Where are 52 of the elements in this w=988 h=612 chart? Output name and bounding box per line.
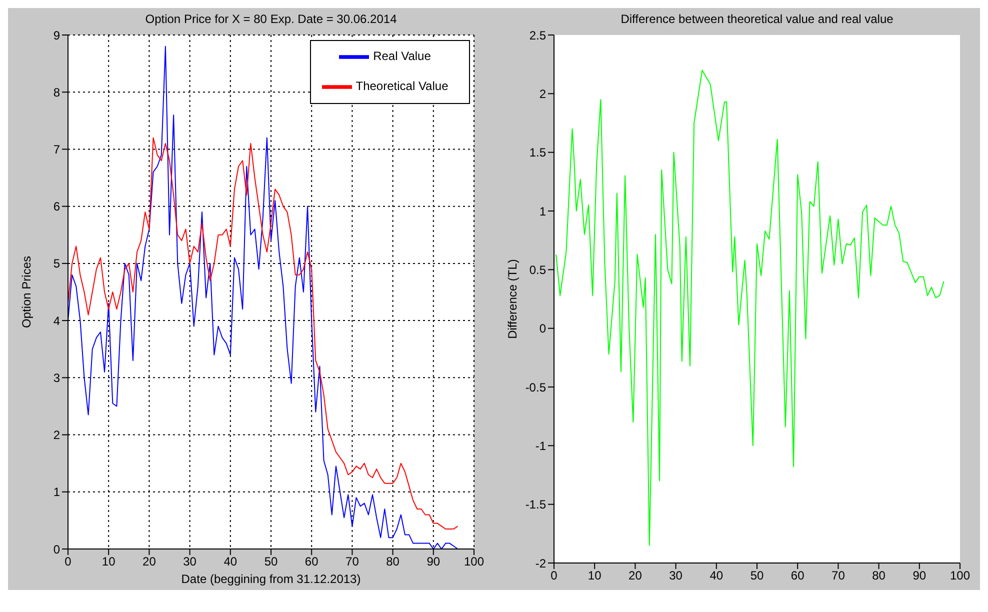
y-tick-label: 0 [53, 542, 60, 556]
x-tick-label: 100 [464, 554, 484, 569]
y-tick-label: -0.5 [525, 380, 546, 394]
y-axis-title: Difference (TL) [505, 259, 520, 339]
x-tick-label: 10 [102, 554, 116, 569]
line-series [68, 137, 458, 530]
x-tick-label: 30 [669, 568, 683, 583]
legend-label: Theoretical Value [356, 79, 448, 94]
x-tick-label: 90 [426, 554, 440, 569]
chart-title: Difference between theoretical value and real value [620, 12, 894, 28]
x-tick-label: 0 [64, 554, 72, 569]
y-tick-label: -1.5 [525, 498, 546, 512]
y-tick-label: -2 [535, 556, 546, 570]
y-tick-label: 0.5 [529, 262, 546, 277]
line-series [68, 46, 458, 549]
y-tick-label: -1 [535, 438, 546, 453]
x-axis-title: Date (beggining from 31.12.2013) [181, 572, 361, 586]
x-tick-label: 20 [142, 554, 156, 569]
y-tick-label: 1 [53, 485, 60, 500]
y-tick-label: 4 [53, 314, 60, 328]
y-axis-title: Option Prices [19, 256, 34, 328]
x-tick-label: 70 [832, 568, 846, 583]
x-tick-label: 50 [264, 554, 278, 569]
x-tick-label: 40 [224, 554, 238, 569]
y-tick-label: 8 [53, 85, 60, 100]
x-tick-label: 30 [183, 554, 197, 569]
x-tick-label: 90 [912, 568, 926, 583]
y-tick-label: 9 [53, 28, 60, 42]
x-tick-label: 0 [550, 568, 558, 583]
y-tick-label: 2.5 [529, 28, 546, 42]
y-tick-label: 1 [539, 204, 546, 218]
y-tick-label: 2 [539, 86, 546, 101]
x-tick-label: 50 [750, 568, 764, 583]
y-tick-label: 6 [53, 200, 60, 214]
x-tick-label: 80 [386, 554, 400, 569]
y-tick-label: 5 [53, 256, 60, 271]
x-tick-label: 100 [950, 568, 970, 583]
y-tick-label: 7 [53, 142, 60, 156]
y-tick-label: 0 [539, 322, 546, 336]
chart-title: Option Price for X = 80 Exp. Date = 30.06.2014 [144, 12, 398, 28]
x-tick-label: 60 [304, 554, 319, 569]
y-tick-label: 1.5 [529, 146, 546, 160]
x-tick-label: 10 [588, 568, 602, 583]
line-series [556, 70, 944, 546]
y-tick-label: 2 [53, 428, 60, 442]
x-tick-label: 40 [710, 568, 724, 583]
y-tick-label: 3 [53, 370, 60, 385]
x-tick-label: 20 [628, 568, 642, 583]
x-tick-label: 70 [346, 554, 360, 569]
x-tick-label: 80 [872, 568, 886, 583]
x-tick-label: 60 [790, 568, 805, 583]
legend-label: Real Value [373, 49, 431, 64]
